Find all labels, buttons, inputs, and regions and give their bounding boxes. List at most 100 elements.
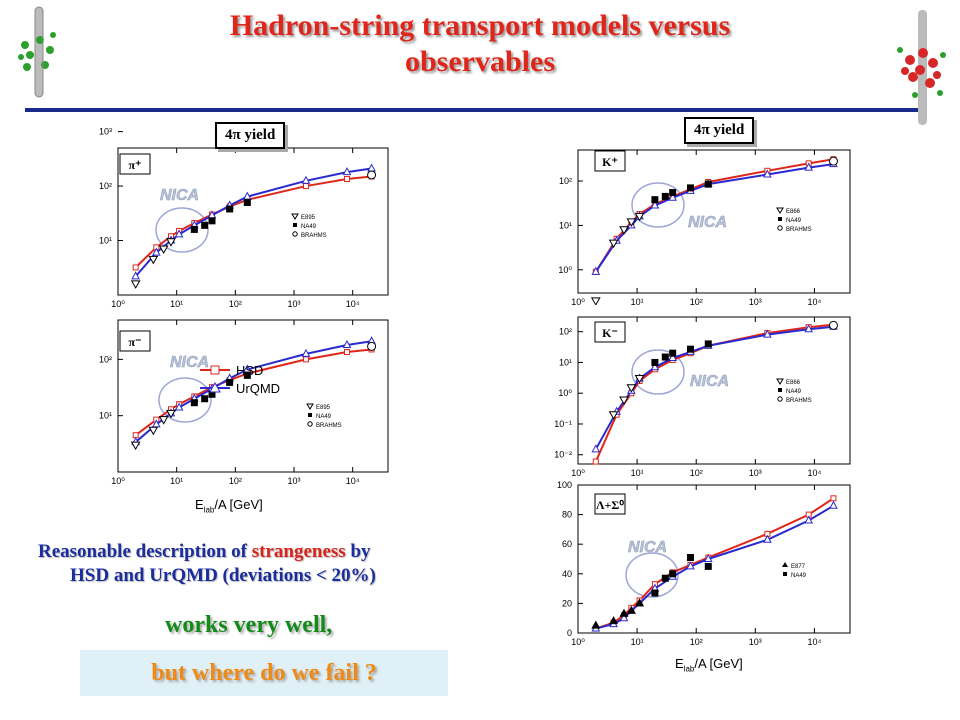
conclusion-line-2: HSD and UrQMD (deviations < 20%) xyxy=(70,565,376,586)
x-tick-label: 10³ xyxy=(749,468,762,477)
x-tick-label: 10³ xyxy=(749,637,762,647)
legend-marker-brahms xyxy=(307,421,313,427)
na49-point xyxy=(669,349,677,357)
na49-point xyxy=(243,198,251,206)
x-tick-label: 10⁴ xyxy=(807,297,821,305)
x-tick-label: 10² xyxy=(229,299,242,308)
legend-label: E877 xyxy=(791,564,806,570)
x-tick-label: 10³ xyxy=(288,476,301,486)
na49-point xyxy=(704,562,712,570)
e895-point xyxy=(619,226,629,235)
y-tick-label: 10⁻² xyxy=(554,450,572,460)
y-tick-label: 10⁰ xyxy=(558,265,572,275)
na49-point xyxy=(651,358,659,366)
particle-label: Λ+Σ⁰ xyxy=(596,498,624,512)
x-axis-label-left: Elab/A [GeV] xyxy=(195,497,263,515)
x-tick-label: 10⁴ xyxy=(807,637,821,647)
nica-label: NICA xyxy=(688,214,727,231)
na49-point xyxy=(226,378,234,386)
y-tick-label: 10² xyxy=(99,354,112,364)
na49-point xyxy=(651,589,659,597)
urqmd-point xyxy=(650,362,660,371)
nica-region-circle xyxy=(631,182,685,228)
e895-point xyxy=(608,411,619,420)
x-axis-subscript: lab xyxy=(683,664,695,674)
x-tick-label: 10⁰ xyxy=(571,297,585,305)
legend-label: BRAHMS xyxy=(316,423,342,429)
hsd-point xyxy=(592,458,599,465)
x-tick-label: 10³ xyxy=(749,297,762,305)
urqmd-point xyxy=(131,271,140,280)
legend-label: NA49 xyxy=(316,414,332,420)
y-tick-label: 40 xyxy=(562,569,572,579)
title-line-2: observables xyxy=(405,45,555,78)
x-tick-label: 10⁴ xyxy=(346,476,360,486)
hsd-point xyxy=(343,175,350,182)
legend-label: NA49 xyxy=(786,389,802,395)
legend-label: E866 xyxy=(786,380,801,386)
e895-point xyxy=(166,409,176,419)
na49-point xyxy=(243,371,251,379)
x-tick-label: 10² xyxy=(229,476,242,486)
legend-label: BRAHMS xyxy=(786,227,812,233)
nica-region-circle xyxy=(158,377,212,423)
x-tick-label: 10² xyxy=(690,297,703,305)
caption-part-c: by xyxy=(345,541,371,562)
legend-marker-brahms xyxy=(777,225,783,231)
legend-marker-e xyxy=(776,207,784,214)
na49-point xyxy=(669,189,677,197)
particle-label: π⁺ xyxy=(129,158,142,172)
urqmd-point xyxy=(804,162,814,171)
urqmd-point xyxy=(703,553,713,562)
x-tick-label: 10¹ xyxy=(631,468,644,477)
plot-frame xyxy=(577,149,851,294)
y-tick-label: 10¹ xyxy=(559,357,572,367)
legend-marker-na49 xyxy=(293,223,297,227)
particle-label-box xyxy=(594,493,626,515)
na49-point xyxy=(661,353,669,361)
x-tick-label: 10⁰ xyxy=(111,476,125,486)
legend-marker-na49 xyxy=(308,413,312,417)
y-tick-label: 10¹ xyxy=(99,236,112,246)
x-tick-label: 10² xyxy=(690,637,703,647)
e877-point xyxy=(591,620,601,629)
urqmd-point xyxy=(151,247,161,256)
na49-point xyxy=(704,340,712,348)
title-line-1: Hadron-string transport models versus xyxy=(229,9,731,42)
na49-point xyxy=(704,180,712,188)
legend-marker-na49 xyxy=(778,217,782,221)
x-axis-label-right: Elab/A [GeV] xyxy=(675,656,743,674)
yield-tag-left: 4π yield xyxy=(215,122,286,149)
urqmd-point xyxy=(763,169,772,178)
legend-label: NA49 xyxy=(791,573,807,579)
e895-point xyxy=(626,218,637,227)
e895-point xyxy=(158,245,169,254)
x-axis-symbol: E xyxy=(195,497,204,512)
urqmd-point xyxy=(763,534,772,543)
particle-label: π⁻ xyxy=(129,335,142,349)
urqmd-point xyxy=(301,175,311,184)
x-tick-label: 10⁰ xyxy=(571,468,585,477)
pi-plus-yield-chart: 10⁰ 10¹ 10² 10³ 10⁴ 10¹ 10² 10³ π⁺ NICA E895 NA49 BR… xyxy=(99,127,389,308)
nica-label: NICA xyxy=(690,373,729,390)
brahms-point xyxy=(828,320,838,330)
particle-label-box xyxy=(119,153,151,175)
na49-point xyxy=(686,345,694,353)
e895-point xyxy=(148,426,159,436)
legend-label-hsd: HSD xyxy=(236,363,263,378)
na49-point xyxy=(686,184,694,192)
y-tick-label: 10³ xyxy=(99,127,112,137)
legend-marker-urqmd xyxy=(209,381,221,393)
y-tick-label: 10⁻¹ xyxy=(554,419,572,429)
particle-label: K⁻ xyxy=(602,326,618,340)
e895-point xyxy=(590,297,601,305)
na49-point xyxy=(201,395,209,403)
where-fail-box: but where do we fail ? xyxy=(80,650,448,696)
x-tick-label: 10⁴ xyxy=(346,299,360,308)
legend-marker-hsd xyxy=(210,365,220,375)
collision-left-illustration xyxy=(18,6,56,98)
particle-label-box xyxy=(594,321,626,343)
hsd-point xyxy=(343,349,350,356)
e895-point xyxy=(619,396,629,406)
y-tick-label: 80 xyxy=(562,510,572,520)
